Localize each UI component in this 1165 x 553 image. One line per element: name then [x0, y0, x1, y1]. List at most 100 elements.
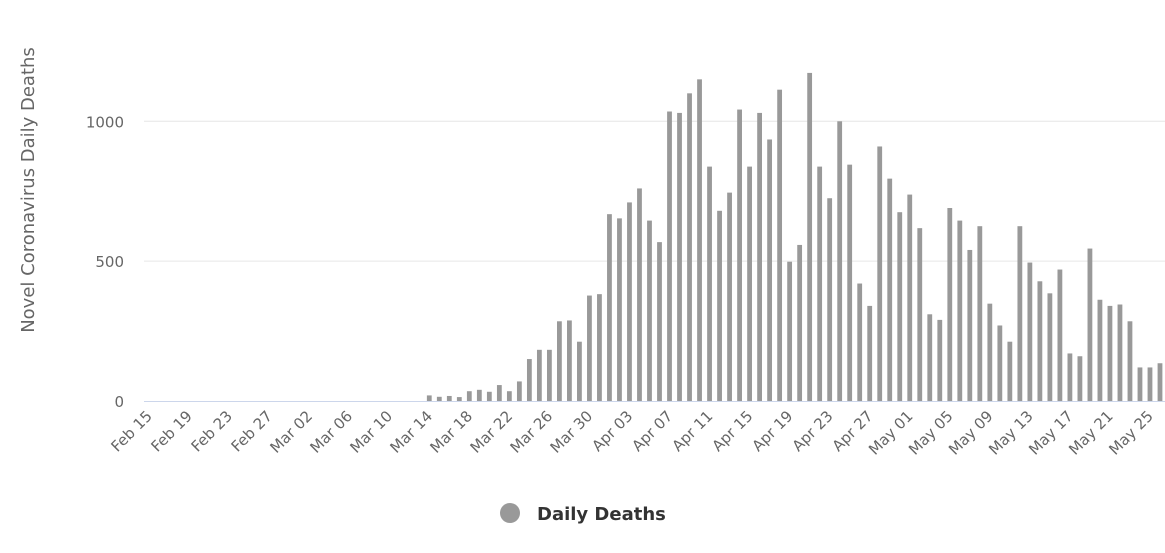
- bar-mar-29[interactable]: [577, 341, 582, 401]
- x-tick-label-apr-15: Apr 15: [708, 407, 756, 455]
- bar-may-04[interactable]: [937, 319, 943, 401]
- bar-may-12[interactable]: [1017, 226, 1023, 401]
- bar-apr-20[interactable]: [797, 244, 803, 401]
- bar-series-daily-deaths: [426, 72, 1163, 402]
- bar-mar-21[interactable]: [496, 385, 502, 401]
- bar-may-22[interactable]: [1117, 304, 1123, 402]
- bar-apr-14[interactable]: [737, 109, 742, 402]
- bar-mar-16[interactable]: [446, 395, 452, 401]
- bar-may-03[interactable]: [927, 314, 933, 401]
- bar-may-26[interactable]: [1157, 363, 1163, 401]
- bar-may-13[interactable]: [1027, 262, 1033, 401]
- x-tick-label-mar-22: Mar 22: [467, 407, 517, 457]
- bar-apr-22[interactable]: [817, 166, 823, 401]
- bar-may-14[interactable]: [1037, 281, 1043, 401]
- bar-may-08[interactable]: [977, 226, 983, 401]
- x-tick-label-feb-23: Feb 23: [188, 407, 236, 455]
- bar-mar-27[interactable]: [557, 321, 562, 401]
- x-tick-label-mar-30: Mar 30: [547, 407, 597, 457]
- bar-mar-30[interactable]: [587, 295, 592, 401]
- bar-apr-12[interactable]: [717, 210, 722, 401]
- bar-apr-03[interactable]: [627, 202, 632, 401]
- bar-may-23[interactable]: [1127, 321, 1133, 401]
- x-tick-label-mar-14: Mar 14: [387, 407, 437, 457]
- bar-apr-05[interactable]: [647, 220, 652, 401]
- bar-mar-24[interactable]: [526, 359, 532, 401]
- bar-mar-20[interactable]: [486, 391, 492, 401]
- bar-may-10[interactable]: [997, 325, 1003, 401]
- bar-apr-02[interactable]: [617, 218, 622, 401]
- x-tick-label-feb-15: Feb 15: [107, 407, 155, 455]
- bar-may-16[interactable]: [1057, 269, 1063, 401]
- bar-apr-26[interactable]: [857, 283, 863, 401]
- y-tick-label-500: 500: [95, 253, 124, 271]
- y-gridlines: [144, 120, 1165, 262]
- bar-apr-21[interactable]: [807, 72, 813, 401]
- bar-apr-25[interactable]: [847, 164, 853, 401]
- y-axis-label: Novel Coronavirus Daily Deaths: [18, 47, 39, 333]
- bar-apr-11[interactable]: [707, 166, 712, 401]
- bar-mar-23[interactable]: [516, 381, 522, 401]
- bar-may-25[interactable]: [1147, 367, 1153, 401]
- bar-may-09[interactable]: [987, 303, 993, 401]
- bar-mar-17[interactable]: [456, 397, 462, 401]
- x-tick-label-mar-06: Mar 06: [306, 407, 356, 457]
- bar-mar-14[interactable]: [426, 395, 432, 401]
- bar-apr-01[interactable]: [607, 214, 612, 401]
- x-tick-label-mar-18: Mar 18: [427, 407, 477, 457]
- bar-apr-06[interactable]: [657, 242, 662, 401]
- bar-may-05[interactable]: [947, 208, 953, 401]
- x-tick-label-may-25: May 25: [1105, 407, 1157, 459]
- bar-may-07[interactable]: [967, 249, 973, 401]
- bar-apr-23[interactable]: [827, 198, 833, 401]
- legend-label-daily-deaths: Daily Deaths: [537, 504, 666, 525]
- bar-apr-30[interactable]: [897, 212, 903, 401]
- bar-apr-28[interactable]: [877, 146, 883, 401]
- bar-apr-18[interactable]: [777, 89, 783, 401]
- bar-mar-26[interactable]: [546, 349, 552, 401]
- bar-apr-08[interactable]: [677, 112, 682, 401]
- bar-may-19[interactable]: [1087, 248, 1093, 401]
- bar-apr-07[interactable]: [667, 111, 672, 401]
- x-tick-label-apr-11: Apr 11: [668, 407, 716, 455]
- bar-apr-27[interactable]: [867, 305, 873, 401]
- x-tick-label-mar-02: Mar 02: [266, 407, 316, 457]
- bar-apr-10[interactable]: [697, 79, 702, 401]
- bar-apr-09[interactable]: [687, 93, 692, 401]
- bar-apr-16[interactable]: [757, 112, 762, 401]
- bar-mar-18[interactable]: [466, 391, 472, 401]
- x-tick-label-apr-23: Apr 23: [789, 407, 837, 455]
- bar-may-01[interactable]: [907, 194, 913, 401]
- bar-mar-28[interactable]: [567, 320, 572, 401]
- x-tick-label-mar-10: Mar 10: [346, 407, 396, 457]
- bar-may-11[interactable]: [1007, 341, 1013, 401]
- bar-apr-15[interactable]: [747, 166, 752, 401]
- bar-apr-17[interactable]: [767, 139, 773, 402]
- bar-may-20[interactable]: [1097, 299, 1103, 401]
- bar-apr-24[interactable]: [837, 121, 843, 402]
- bar-may-02[interactable]: [917, 228, 923, 401]
- bar-apr-19[interactable]: [787, 261, 793, 401]
- legend[interactable]: Daily Deaths: [500, 503, 666, 525]
- bar-may-06[interactable]: [957, 220, 963, 401]
- bar-may-17[interactable]: [1067, 353, 1073, 401]
- bar-mar-15[interactable]: [436, 396, 442, 401]
- x-tick-label-feb-19: Feb 19: [147, 407, 195, 455]
- bar-apr-13[interactable]: [727, 192, 732, 401]
- bar-mar-25[interactable]: [536, 349, 542, 401]
- bar-may-24[interactable]: [1137, 367, 1143, 401]
- bar-may-18[interactable]: [1077, 356, 1083, 401]
- bar-mar-31[interactable]: [597, 294, 602, 401]
- legend-marker-daily-deaths: [500, 503, 520, 523]
- bar-may-21[interactable]: [1107, 305, 1113, 401]
- bar-mar-22[interactable]: [506, 391, 512, 401]
- bar-apr-04[interactable]: [637, 188, 642, 401]
- bar-mar-19[interactable]: [476, 389, 482, 401]
- bar-may-15[interactable]: [1047, 293, 1053, 401]
- x-tick-label-apr-07: Apr 07: [628, 407, 676, 455]
- x-tick-label-apr-19: Apr 19: [748, 407, 796, 455]
- x-tick-label-mar-26: Mar 26: [507, 407, 557, 457]
- bar-apr-29[interactable]: [887, 178, 893, 401]
